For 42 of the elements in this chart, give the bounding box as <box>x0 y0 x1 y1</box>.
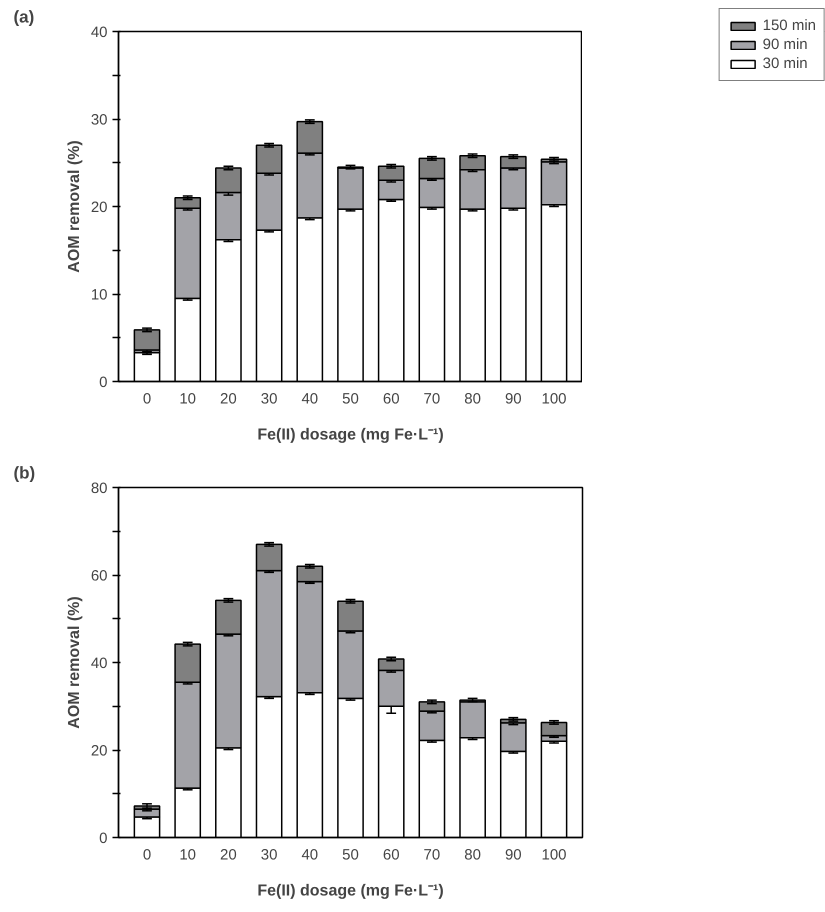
x-tick-label: 100 <box>541 390 567 408</box>
y-axis-title: AOM removal (%) <box>66 140 83 273</box>
x-tick-label: 80 <box>464 390 481 408</box>
y-tick-label: 20 <box>90 742 108 760</box>
x-tick-label: 0 <box>142 390 152 408</box>
x-tick-label: 50 <box>342 390 359 408</box>
x-tick-label: 10 <box>179 390 196 408</box>
y-tick-label: 10 <box>90 286 108 304</box>
x-tick-label: 90 <box>504 390 522 408</box>
y-tick-label: 30 <box>90 112 108 128</box>
x-tick-label: 40 <box>301 846 318 864</box>
x-tick-label: 0 <box>142 846 152 864</box>
x-tick-label: 60 <box>382 846 400 864</box>
y-tick-label: 40 <box>90 24 108 41</box>
x-tick-label: 50 <box>342 846 359 864</box>
y-axis-title: AOM removal (%) <box>66 596 83 729</box>
x-tick-label: 40 <box>301 390 318 408</box>
x-tick-label: 30 <box>260 846 278 864</box>
y-tick-label: 20 <box>90 199 108 216</box>
x-tick-label: 90 <box>504 846 522 864</box>
x-tick-label: 100 <box>541 846 567 864</box>
chart-title: (b) <box>14 464 36 482</box>
x-tick-label: 20 <box>220 846 237 864</box>
x-tick-label: 70 <box>424 390 440 408</box>
legend-label: 90 min <box>762 36 808 54</box>
legend-label: 30 min <box>762 55 808 72</box>
x-tick-label: 20 <box>220 390 237 408</box>
x-tick-label: 30 <box>260 390 278 408</box>
chart-title: (a) <box>14 8 34 26</box>
y-tick-label: 80 <box>90 480 108 497</box>
x-axis-title: Fe(II) dosage (mg Fe·L⁻¹) <box>257 882 444 900</box>
bar <box>134 329 160 351</box>
y-tick-label: 60 <box>90 568 108 584</box>
x-tick-label: 10 <box>179 846 196 864</box>
y-tick-label: 40 <box>90 655 108 672</box>
x-tick-label: 60 <box>382 390 400 408</box>
legend-label: 150 min <box>762 17 816 34</box>
x-axis-title: Fe(II) dosage (mg Fe·L⁻¹) <box>257 426 444 444</box>
y-tick-label: 0 <box>99 830 108 847</box>
x-tick-label: 80 <box>464 846 481 864</box>
y-tick-label: 0 <box>99 374 108 391</box>
x-tick-label: 70 <box>424 846 440 864</box>
